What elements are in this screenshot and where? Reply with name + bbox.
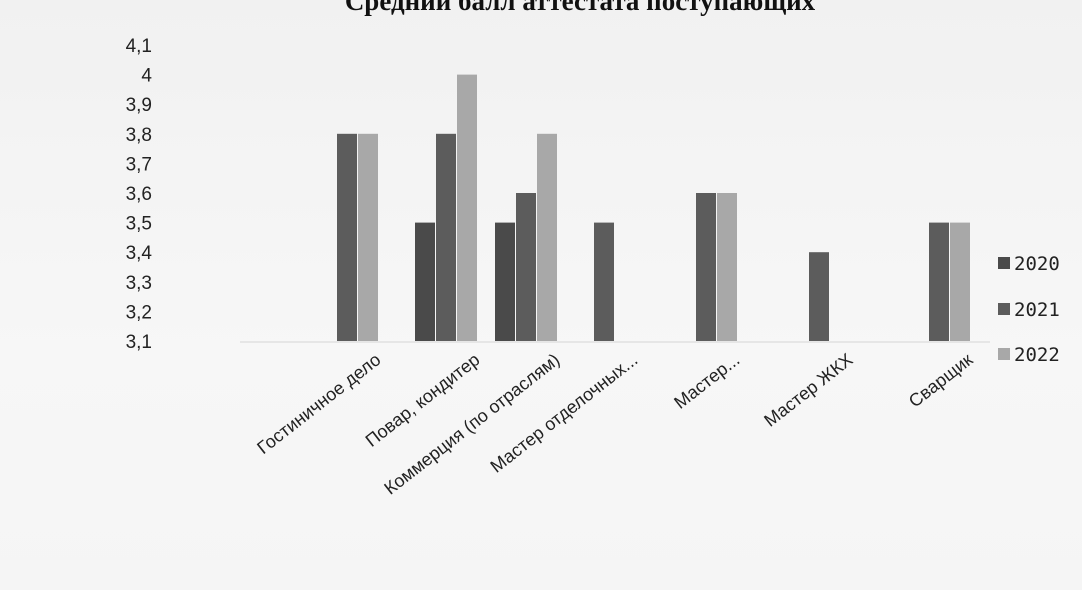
bar-2022 bbox=[717, 193, 737, 341]
legend-swatch-2022 bbox=[998, 348, 1010, 360]
legend-swatch-2021 bbox=[998, 303, 1010, 315]
bar-2021 bbox=[516, 193, 536, 341]
y-tick-label: 4,1 bbox=[126, 36, 152, 57]
category-label: Гостиничное дело bbox=[253, 349, 384, 458]
bar-2021 bbox=[809, 252, 829, 341]
y-tick-label: 3,3 bbox=[126, 273, 152, 294]
legend-swatch-2020 bbox=[998, 257, 1010, 269]
y-tick-label: 3,4 bbox=[126, 243, 153, 264]
y-tick-label: 3,5 bbox=[126, 214, 152, 235]
chart-title: Средний балл аттестата поступающих bbox=[344, 0, 816, 16]
legend-label-2020: 2020 bbox=[1014, 253, 1060, 275]
bar-2021 bbox=[436, 133, 456, 341]
y-tick-label: 3,6 bbox=[126, 184, 152, 205]
category-label: Сварщик bbox=[905, 349, 977, 411]
y-tick-label: 3,8 bbox=[126, 125, 152, 146]
category-label: Мастер... bbox=[670, 349, 743, 412]
bar-2021 bbox=[696, 193, 716, 341]
y-tick-label: 3,9 bbox=[126, 95, 152, 116]
bar-2021 bbox=[594, 222, 614, 341]
y-tick-label: 3,1 bbox=[126, 332, 152, 353]
bar-2020 bbox=[495, 222, 515, 341]
category-label: Мастер отделочных... bbox=[486, 349, 641, 476]
bar-2020 bbox=[415, 222, 435, 341]
bar-2022 bbox=[358, 133, 378, 341]
bar-2022 bbox=[457, 74, 477, 341]
bar-2022 bbox=[537, 133, 557, 341]
y-tick-label: 4 bbox=[141, 66, 152, 87]
bar-2022 bbox=[950, 222, 970, 341]
bar-2021 bbox=[929, 222, 949, 341]
category-label: Мастер ЖКХ bbox=[760, 349, 856, 430]
legend-label-2021: 2021 bbox=[1014, 299, 1060, 321]
bar-2021 bbox=[337, 133, 357, 341]
y-tick-label: 3,7 bbox=[126, 154, 152, 175]
legend-label-2022: 2022 bbox=[1014, 344, 1060, 366]
y-tick-label: 3,2 bbox=[126, 302, 152, 323]
